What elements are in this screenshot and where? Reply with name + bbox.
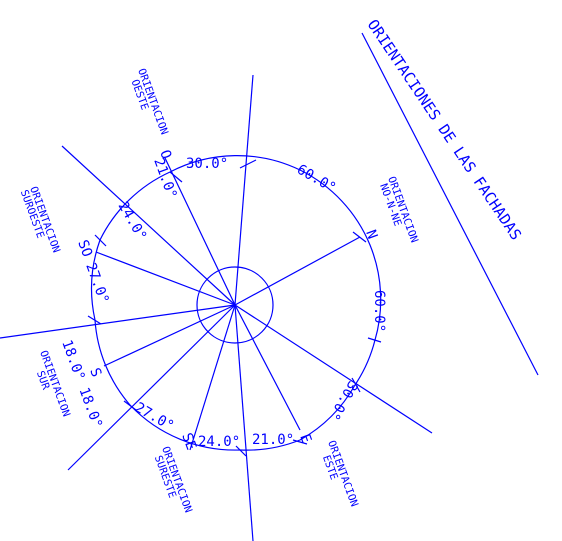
sector-letter-n: N: [362, 228, 380, 241]
radial-line-se: [234, 304, 433, 434]
label-no-n-ne: ORIENTACION NO-N-NE: [377, 175, 420, 244]
sector-letter-s: S: [86, 366, 104, 379]
radial-line-south-long: [234, 304, 254, 541]
radial-line-o: [164, 157, 236, 306]
radial-line-e: [234, 304, 301, 431]
sector-letter-se: SE: [178, 431, 199, 452]
angle-21-bottom: 21.0°: [252, 432, 294, 448]
radial-lines: [0, 74, 433, 541]
radial-line-ne: [234, 236, 361, 306]
angle-27-bottom: 27.0°: [132, 400, 177, 435]
label-oeste: ORIENTACION OESTE: [129, 67, 171, 136]
tick-marks: [87, 159, 382, 457]
sector-letter-so: SO: [74, 238, 95, 259]
label-este: ORIENTACION ESTE: [320, 439, 360, 508]
title-underline: [361, 32, 539, 376]
angle-30-right: 30.0°: [325, 378, 360, 423]
radial-line-north-long: [234, 74, 254, 306]
label-suroeste: ORIENTACION SUROESTE: [18, 185, 62, 254]
label-sureste: ORIENTACION SURESTE: [152, 445, 194, 514]
angle-24-bottom: 24.0°: [198, 434, 240, 450]
angle-60-top: 60.0°: [294, 162, 339, 197]
radial-line-s: [103, 304, 236, 367]
radial-line-nw: [61, 145, 236, 306]
angle-27-left: 27.0°: [82, 261, 111, 306]
radial-line-se-2: [189, 304, 236, 451]
radial-line-w: [0, 304, 236, 339]
radial-line-sw-long: [67, 304, 236, 471]
angle-30-top: 30.0°: [186, 156, 228, 172]
center-circle: [196, 266, 274, 344]
angle-60-right: 60.0°: [371, 290, 387, 332]
radial-line-so: [95, 251, 236, 306]
